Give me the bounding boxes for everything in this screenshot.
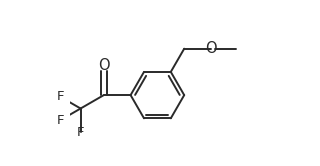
Text: O: O [205, 41, 217, 56]
Text: F: F [56, 90, 64, 103]
Text: F: F [77, 126, 84, 139]
Text: O: O [98, 58, 110, 73]
Text: F: F [56, 114, 64, 127]
